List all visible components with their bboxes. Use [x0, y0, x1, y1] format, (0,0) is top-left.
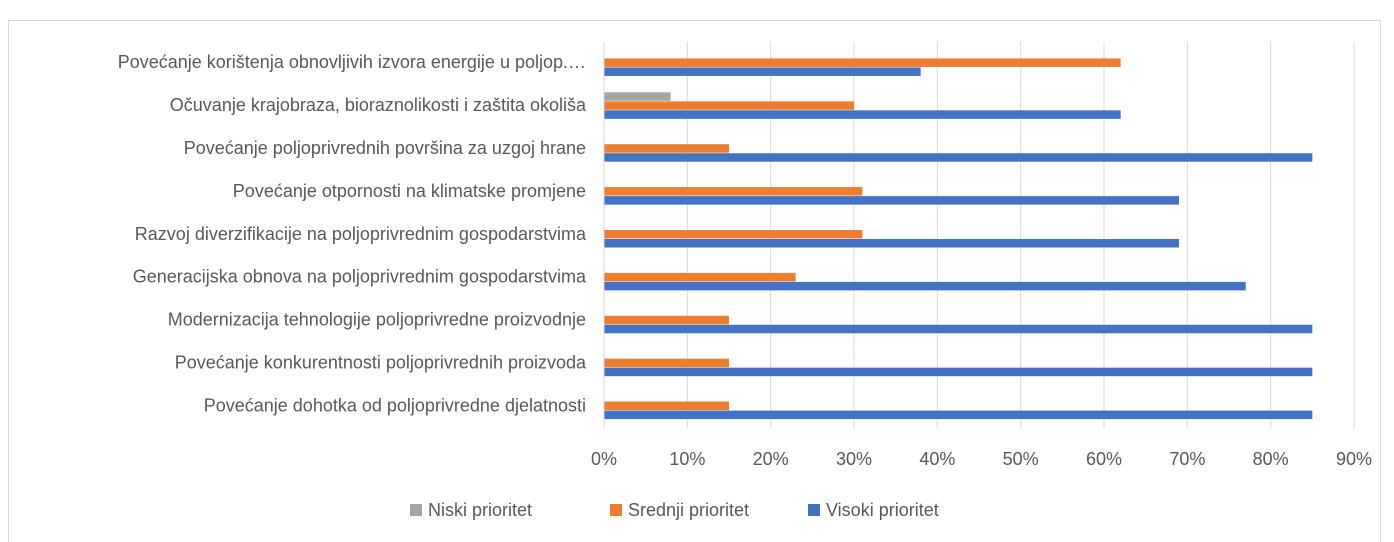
legend-label: Srednji prioritet — [628, 500, 749, 520]
y-tick-label: Povećanje korištenja obnovljivih izvora … — [118, 52, 586, 72]
bar — [604, 67, 921, 76]
bar — [604, 196, 1179, 205]
bar — [604, 92, 671, 101]
bar — [604, 358, 729, 368]
y-tick-label: Povećanje otpornosti na klimatske promje… — [233, 181, 586, 201]
bar — [604, 315, 729, 325]
legend-label: Niski prioritet — [428, 500, 532, 520]
legend-swatch — [808, 504, 820, 516]
x-tick-label: 90% — [1336, 449, 1372, 469]
bar — [604, 58, 1121, 67]
y-tick-label: Povećanje konkurentnosti poljoprivrednih… — [175, 352, 587, 372]
bar — [604, 239, 1179, 248]
bar — [604, 324, 1313, 334]
bar — [604, 144, 729, 153]
x-tick-label: 0% — [591, 449, 617, 469]
bar — [604, 401, 729, 411]
x-tick-label: 10% — [669, 449, 705, 469]
x-tick-label: 20% — [753, 449, 789, 469]
x-tick-label: 40% — [919, 449, 955, 469]
legend-label: Visoki prioritet — [826, 500, 939, 520]
bar — [604, 230, 863, 239]
y-tick-label: Očuvanje krajobraza, bioraznolikosti i z… — [170, 95, 587, 115]
bar — [604, 187, 863, 196]
x-tick-label: 50% — [1003, 449, 1039, 469]
y-tick-label: Povećanje dohotka od poljoprivredne djel… — [204, 395, 586, 415]
bar — [604, 101, 854, 110]
x-tick-label: 70% — [1169, 449, 1205, 469]
x-tick-label: 60% — [1086, 449, 1122, 469]
bar — [604, 410, 1313, 420]
x-tick-label: 80% — [1253, 449, 1289, 469]
legend-swatch — [410, 504, 422, 516]
bar — [604, 367, 1313, 377]
bar — [604, 272, 796, 282]
bar — [604, 281, 1246, 291]
x-tick-label: 30% — [836, 449, 872, 469]
bar — [604, 110, 1121, 119]
bar — [604, 153, 1313, 162]
y-tick-label: Generacijska obnova na poljoprivrednim g… — [133, 267, 587, 287]
y-tick-label: Povećanje poljoprivrednih površina za uz… — [184, 138, 586, 158]
legend-swatch — [610, 504, 622, 516]
y-tick-label: Modernizacija tehnologije poljoprivredne… — [168, 310, 586, 330]
y-tick-label: Razvoj diverzifikacije na poljoprivredni… — [135, 224, 587, 244]
